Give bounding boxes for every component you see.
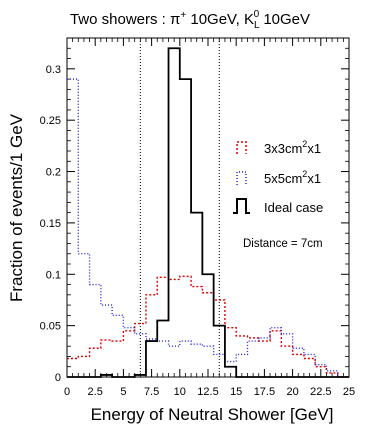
series-line-ideal xyxy=(67,47,349,378)
y-axis-label: Fraction of events/1 GeV xyxy=(7,113,26,302)
x-tick-label: 0 xyxy=(64,386,70,398)
y-tick-label: 0.2 xyxy=(46,167,61,179)
y-tick-label: 0.05 xyxy=(40,321,61,333)
legend-item-ideal: Ideal case xyxy=(233,198,323,215)
series-line-5x5 xyxy=(67,78,349,378)
title-mid: 10GeV, K xyxy=(186,11,254,28)
x-tick-label: 5 xyxy=(120,386,126,398)
series-line-3x3 xyxy=(67,275,349,378)
legend-item-5x5: 5x5cm2x1 xyxy=(236,169,321,186)
legend-sup-3x3: 2 xyxy=(302,139,307,149)
legend-swatch-3x3 xyxy=(236,141,247,154)
legend-label-5x5: 5x5cm xyxy=(264,171,302,186)
axis-ticks: 0 2.5 5 7.5 10 12.5 15 17.5 20 22.5 25 0 0.05 0.1 0.15… xyxy=(40,37,355,398)
legend-item-3x3: 3x3cm2x1 xyxy=(236,139,321,156)
x-tick-label: 15 xyxy=(230,386,242,398)
title-suffix: 10GeV xyxy=(259,11,310,28)
legend-suffix-5x5: x1 xyxy=(307,171,321,186)
legend-swatch-ideal xyxy=(233,198,250,214)
y-tick-label: 0.15 xyxy=(40,218,61,230)
legend: 3x3cm2x1 5x5cm2x1 Ideal case xyxy=(233,139,323,215)
x-tick-label: 25 xyxy=(343,386,355,398)
x-tick-label: 7.5 xyxy=(144,386,159,398)
title-sup2: 0 xyxy=(254,9,260,20)
svg-text:3x3cm2x1: 3x3cm2x1 xyxy=(264,139,321,156)
x-tick-label: 22.5 xyxy=(310,386,331,398)
series-group xyxy=(67,47,349,378)
legend-label-ideal: Ideal case xyxy=(264,200,323,215)
legend-sup-5x5: 2 xyxy=(302,169,307,179)
y-tick-label: 0 xyxy=(55,372,61,384)
x-tick-label: 2.5 xyxy=(88,386,103,398)
title-sup1: + xyxy=(180,10,186,21)
distance-annotation: Distance = 7cm xyxy=(243,238,323,250)
legend-suffix-3x3: x1 xyxy=(307,141,321,156)
title-sub2: L xyxy=(254,20,260,31)
y-tick-label: 0.3 xyxy=(46,64,61,76)
y-tick-label: 0.1 xyxy=(46,269,61,281)
legend-label-3x3: 3x3cm xyxy=(264,141,302,156)
svg-text:5x5cm2x1: 5x5cm2x1 xyxy=(264,169,321,186)
x-axis-label: Energy of Neutral Shower [GeV] xyxy=(91,405,334,424)
legend-swatch-5x5 xyxy=(236,171,247,185)
reference-lines xyxy=(139,38,220,377)
x-tick-label: 12.5 xyxy=(197,386,218,398)
x-tick-label: 17.5 xyxy=(254,386,275,398)
y-tick-label: 0.25 xyxy=(40,115,61,127)
x-tick-label: 10 xyxy=(174,386,186,398)
chart-title: Two showers : π+ 10GeV, KL0 10GeV xyxy=(70,9,310,31)
title-prefix: Two showers : π xyxy=(70,11,180,28)
x-tick-label: 20 xyxy=(286,386,298,398)
